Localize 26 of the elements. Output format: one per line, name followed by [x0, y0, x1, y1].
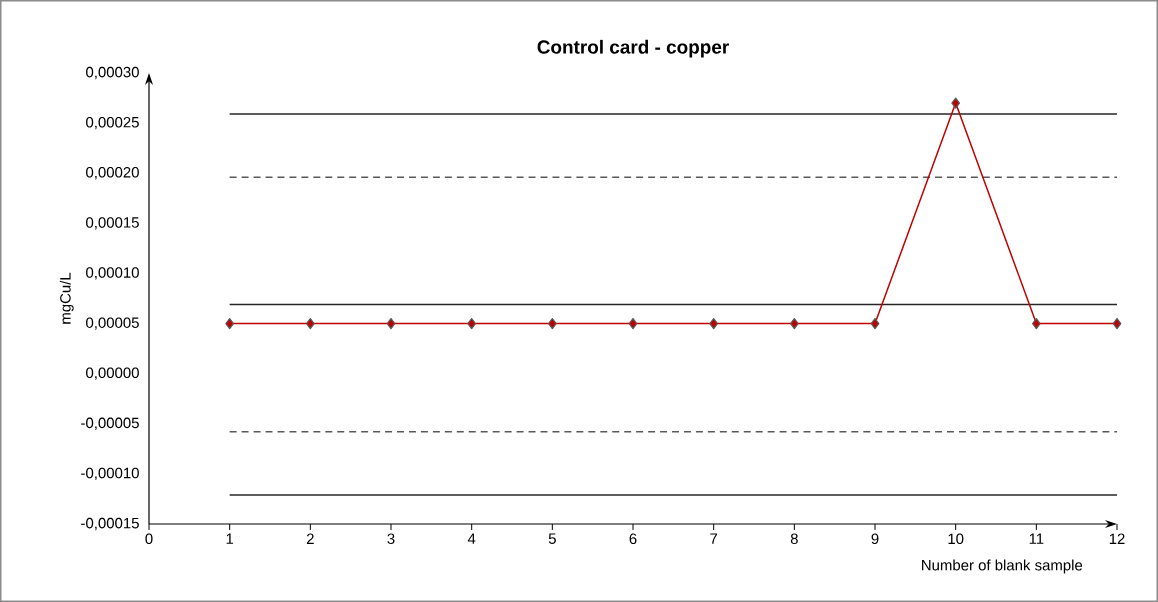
x-tick-label: 4 — [467, 533, 476, 544]
y-tick-label: 0,00005 — [86, 317, 139, 330]
y-tick-label: 0,00000 — [86, 367, 139, 380]
y-axis-title: mgCu/L — [59, 272, 74, 324]
x-tick-label: 9 — [871, 533, 879, 545]
y-tick-label: -0,00015 — [81, 517, 139, 531]
x-tick-label: 1 — [226, 533, 234, 544]
x-tick-label: 6 — [629, 533, 637, 545]
x-tick-label: 5 — [548, 533, 556, 544]
chart-title: Control card - copper — [537, 39, 729, 58]
y-tick-label: 0,00030 — [86, 66, 139, 80]
x-tick-label: 2 — [306, 533, 314, 544]
x-tick-label: 10 — [948, 533, 964, 545]
y-tick-label: -0,00010 — [81, 467, 139, 481]
x-axis-title: Number of blank sample — [922, 559, 1083, 574]
y-tick-label: 0,00015 — [86, 217, 139, 230]
x-tick-label: 0 — [145, 533, 153, 545]
x-tick-label: 11 — [1029, 533, 1044, 544]
x-tick-label: 12 — [1109, 533, 1125, 544]
x-tick-label: 3 — [387, 533, 395, 545]
x-tick-label: 8 — [790, 533, 798, 545]
y-tick-label: 0,00025 — [86, 116, 139, 130]
y-tick-label: -0,00005 — [81, 417, 139, 430]
x-tick-label: 7 — [710, 533, 718, 544]
y-tick-label: 0,00010 — [86, 267, 139, 280]
y-tick-label: 0,00020 — [86, 167, 139, 180]
